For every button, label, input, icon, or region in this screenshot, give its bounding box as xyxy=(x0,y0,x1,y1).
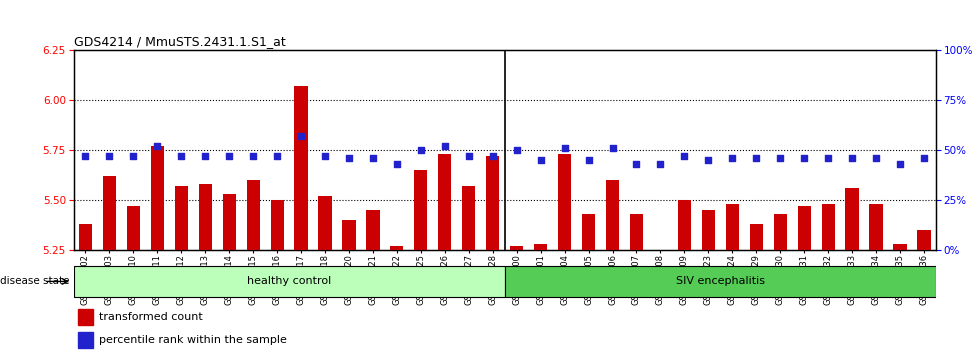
Bar xyxy=(174,185,188,250)
Point xyxy=(293,133,309,138)
Point xyxy=(868,155,884,160)
Bar xyxy=(606,179,619,250)
Bar xyxy=(247,179,260,250)
Point xyxy=(605,145,620,150)
Bar xyxy=(678,200,691,250)
Bar xyxy=(894,244,906,250)
Point xyxy=(628,161,644,166)
Bar xyxy=(869,204,883,250)
Bar xyxy=(582,213,595,250)
Bar xyxy=(294,86,308,250)
Bar xyxy=(270,200,283,250)
Bar xyxy=(510,246,523,250)
Point xyxy=(102,153,118,158)
Bar xyxy=(77,309,93,325)
Point xyxy=(701,157,716,162)
Bar xyxy=(917,230,930,250)
Point xyxy=(125,153,141,158)
Point xyxy=(749,155,764,160)
Point xyxy=(581,157,597,162)
Text: percentile rank within the sample: percentile rank within the sample xyxy=(99,335,287,346)
Bar xyxy=(821,204,835,250)
Point xyxy=(77,153,93,158)
Text: healthy control: healthy control xyxy=(247,276,331,286)
Point xyxy=(389,161,405,166)
Bar xyxy=(798,206,810,250)
Point xyxy=(221,153,237,158)
Text: disease state: disease state xyxy=(0,276,70,286)
Point xyxy=(772,155,788,160)
Bar xyxy=(558,154,571,250)
Point xyxy=(797,155,812,160)
Bar xyxy=(77,332,93,348)
Point xyxy=(341,155,357,160)
FancyBboxPatch shape xyxy=(74,266,505,297)
Bar xyxy=(702,210,714,250)
Bar xyxy=(342,219,356,250)
Bar xyxy=(630,213,643,250)
Point xyxy=(318,153,333,158)
Bar xyxy=(318,195,331,250)
Bar xyxy=(151,145,164,250)
Point xyxy=(676,153,692,158)
Bar xyxy=(486,155,499,250)
FancyBboxPatch shape xyxy=(505,266,936,297)
Point xyxy=(557,145,572,150)
Bar xyxy=(199,184,212,250)
Bar xyxy=(750,224,762,250)
Point xyxy=(844,155,859,160)
Point xyxy=(173,153,189,158)
Point xyxy=(461,153,476,158)
Point xyxy=(724,155,740,160)
Point xyxy=(437,143,453,148)
Point xyxy=(916,155,932,160)
Point xyxy=(509,147,524,153)
Point xyxy=(197,153,213,158)
Bar xyxy=(846,188,858,250)
Bar xyxy=(534,244,547,250)
Point xyxy=(533,157,549,162)
Text: transformed count: transformed count xyxy=(99,312,203,322)
Bar xyxy=(367,210,379,250)
Bar xyxy=(390,246,404,250)
Point xyxy=(892,161,907,166)
Point xyxy=(245,153,261,158)
Text: GDS4214 / MmuSTS.2431.1.S1_at: GDS4214 / MmuSTS.2431.1.S1_at xyxy=(74,35,285,48)
Bar xyxy=(463,185,475,250)
Point xyxy=(413,147,428,153)
Bar xyxy=(438,154,452,250)
Bar xyxy=(415,170,427,250)
Bar xyxy=(222,194,236,250)
Bar xyxy=(773,213,787,250)
Point xyxy=(653,161,668,166)
Point xyxy=(270,153,285,158)
Bar xyxy=(725,204,739,250)
Bar xyxy=(126,206,140,250)
Point xyxy=(366,155,381,160)
Text: SIV encephalitis: SIV encephalitis xyxy=(676,276,764,286)
Point xyxy=(820,155,836,160)
Bar xyxy=(78,224,92,250)
Bar xyxy=(103,176,116,250)
Point xyxy=(485,153,501,158)
Point xyxy=(150,143,166,148)
